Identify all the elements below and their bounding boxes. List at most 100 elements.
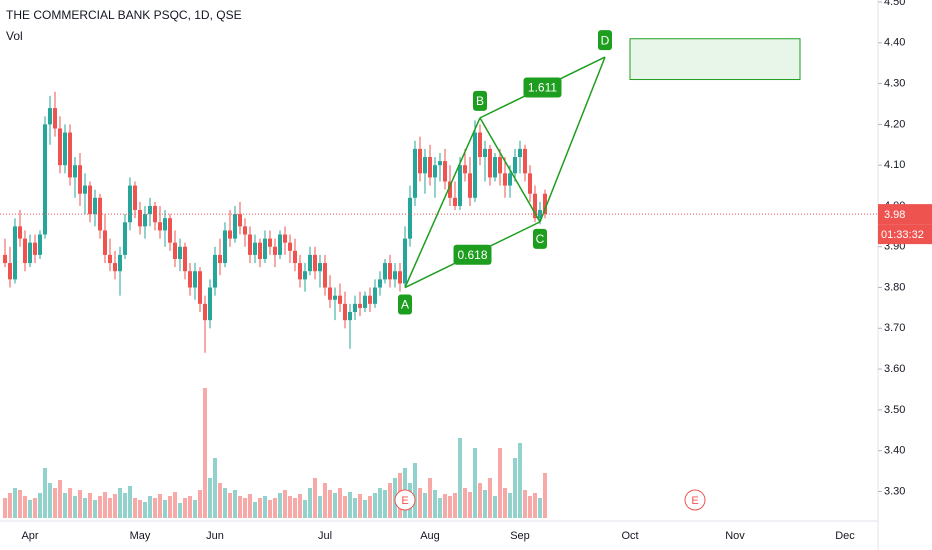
candle-body <box>83 185 87 194</box>
point-label: D <box>601 33 610 47</box>
volume-bar <box>323 483 327 518</box>
volume-bar <box>238 496 242 518</box>
x-tick-label: Oct <box>621 530 638 542</box>
point-box <box>398 294 412 315</box>
volume-bar <box>103 492 107 518</box>
candle-body <box>398 271 402 284</box>
x-tick-label: Jun <box>206 530 224 542</box>
volume-bar <box>308 488 312 518</box>
candle-body <box>283 234 287 243</box>
candle-body <box>278 234 282 255</box>
candle-body <box>253 242 257 255</box>
candle-body <box>18 226 22 239</box>
x-tick-label: Nov <box>725 530 745 542</box>
candle-body <box>233 214 237 239</box>
candle-body <box>103 230 107 255</box>
x-tick-label: Dec <box>835 530 855 542</box>
volume-bar <box>73 496 77 518</box>
candle-body <box>43 124 47 235</box>
candle-body <box>63 132 67 166</box>
volume-bar <box>153 498 157 518</box>
volume-bar <box>128 486 132 518</box>
candle-body <box>478 132 482 158</box>
candle-body <box>393 271 397 280</box>
volume-bar <box>533 493 537 518</box>
volume-bar <box>423 493 427 518</box>
candle-body <box>383 263 387 280</box>
candle-body <box>143 214 147 227</box>
candle-body <box>543 193 547 215</box>
volume-bar <box>488 478 492 518</box>
volume-bar <box>203 388 207 518</box>
volume-bar <box>343 496 347 518</box>
candle-body <box>463 165 467 174</box>
y-tick-label: 4.10 <box>884 159 905 171</box>
candle-body <box>58 128 62 166</box>
volume-bar <box>518 443 522 518</box>
event-marker <box>394 489 416 511</box>
candle-body <box>443 161 447 182</box>
candle-body <box>513 157 517 174</box>
candle-body <box>213 254 217 288</box>
candle-body <box>193 271 197 288</box>
volume-bar <box>333 493 337 518</box>
volume-bar <box>288 496 292 518</box>
candle-body <box>368 295 372 304</box>
volume-bar <box>528 496 532 518</box>
price-label-box <box>878 204 932 225</box>
plot-area <box>3 38 801 518</box>
candle-body <box>113 263 117 272</box>
event-label: E <box>691 495 698 507</box>
volume-bar <box>53 488 57 518</box>
candle-body <box>153 205 157 223</box>
candle-body <box>183 246 187 272</box>
candle-body <box>528 173 532 194</box>
y-tick-label: 3.80 <box>884 281 905 293</box>
volume-bar <box>208 478 212 518</box>
volume-bar <box>63 493 67 518</box>
candle-body <box>268 238 272 247</box>
volume-bar <box>428 478 432 518</box>
ratio-box <box>453 244 492 265</box>
countdown-box <box>878 224 932 245</box>
volume-bar <box>28 500 32 518</box>
volume-bar <box>83 498 87 518</box>
pattern-leg <box>404 117 481 288</box>
y-tick-label: 4.30 <box>884 78 905 90</box>
candle-body <box>438 161 442 166</box>
candle-body <box>48 108 52 125</box>
candle-body <box>158 222 162 231</box>
candle-body <box>403 238 407 284</box>
volume-bar <box>463 488 467 518</box>
volume-bar <box>123 493 127 518</box>
candle-body <box>78 165 82 194</box>
volume-bar <box>23 496 27 518</box>
candle-body <box>388 263 392 280</box>
candle-body <box>323 263 327 288</box>
candle-body <box>13 226 17 280</box>
candle-body <box>108 254 112 264</box>
volume-bar <box>18 490 22 518</box>
volume-bar <box>88 493 92 518</box>
volume-bar <box>143 502 147 518</box>
countdown-label: 01:33:32 <box>881 229 924 241</box>
candle-body <box>508 173 512 186</box>
pattern-leg <box>479 117 541 223</box>
volume-bar <box>13 488 17 518</box>
candle-body <box>413 148 417 198</box>
candle-body <box>53 108 57 129</box>
candle-body <box>448 181 452 198</box>
volume-bar <box>453 493 457 518</box>
candle-body <box>93 197 97 215</box>
volume-bar <box>388 483 392 518</box>
volume-bar <box>38 493 42 518</box>
volume-bar <box>373 493 377 518</box>
volume-bar <box>198 490 202 518</box>
volume-bar <box>438 498 442 518</box>
candle-body <box>468 173 472 198</box>
volume-bar <box>318 496 322 518</box>
volume-bar <box>268 500 272 518</box>
volume-bar <box>328 490 332 518</box>
volume-bar <box>358 494 362 518</box>
